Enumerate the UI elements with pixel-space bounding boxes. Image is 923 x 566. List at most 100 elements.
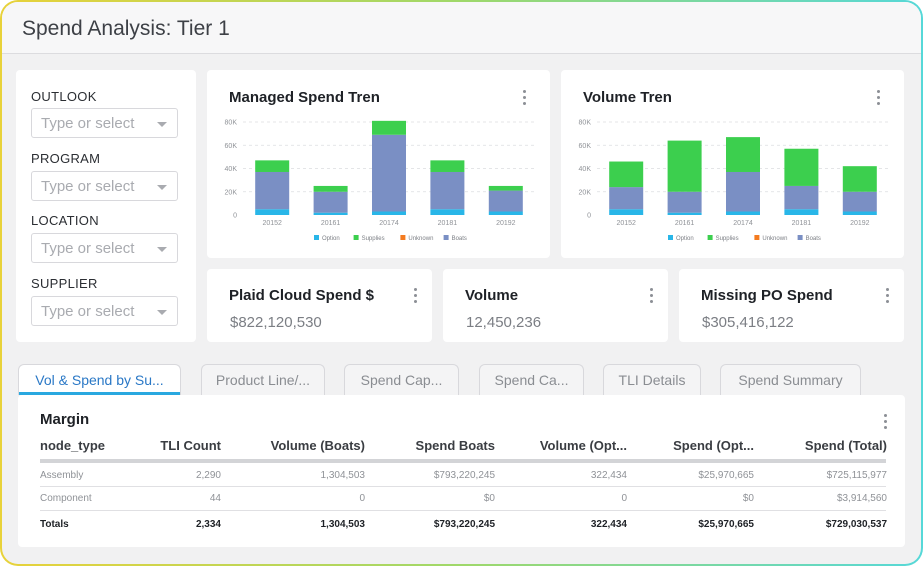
table-cell: 322,434 (590, 519, 627, 530)
bar-segment-supplies (488, 185, 523, 191)
table-cell: 322,434 (590, 470, 627, 481)
column-header[interactable]: Volume (Opt... (539, 438, 627, 453)
kpi-card-missing-po-spend: Missing PO Spend $305,416,122 (679, 269, 904, 342)
tab-spend-cap[interactable]: Spend Cap... (344, 364, 459, 395)
legend-label: Supplies (362, 236, 385, 242)
table-cell: Totals (40, 519, 69, 530)
table-cell: $0 (742, 493, 754, 504)
table-cell: 2,290 (195, 470, 221, 481)
chevron-down-icon (157, 247, 167, 252)
legend-swatch (707, 235, 713, 240)
kpi-card-volume: Volume 12,450,236 (443, 269, 668, 342)
bar-segment-option (784, 209, 819, 215)
bar-segment-boats (430, 171, 465, 210)
more-menu-icon[interactable] (877, 90, 881, 106)
filter-label-supplier: SUPPLIER (31, 276, 98, 291)
tab-spend-summary[interactable]: Spend Summary (720, 364, 861, 395)
legend-label: Boats (806, 236, 821, 242)
more-menu-icon[interactable] (650, 288, 654, 304)
outlook-placeholder: Type or select (41, 115, 135, 132)
x-tick-label: 20152 (616, 220, 636, 227)
bar-segment-option (313, 212, 348, 215)
kpi-value: $822,120,530 (230, 314, 322, 331)
tab-vol-spend-by-supplier[interactable]: Vol & Spend by Su... (18, 364, 181, 395)
legend-label: Boats (452, 236, 467, 242)
bar-segment-option (726, 211, 760, 215)
kpi-title: Plaid Cloud Spend $ (229, 287, 375, 304)
chart-title: Volume Tren (583, 89, 672, 106)
bar-segment-option (488, 211, 523, 215)
outlook-select[interactable]: Type or select (31, 108, 178, 138)
bar-segment-supplies (430, 160, 465, 172)
bar-segment-option (609, 209, 644, 215)
table-cell: 0 (359, 493, 365, 504)
bar-segment-option (667, 212, 702, 215)
chevron-down-icon (157, 185, 167, 190)
table-title: Margin (40, 411, 90, 428)
x-tick-label: 20174 (733, 220, 753, 227)
x-tick-label: 20181 (438, 220, 458, 227)
tab-tli-details[interactable]: TLI Details (603, 364, 701, 395)
table-cell: $793,220,245 (433, 519, 495, 530)
column-header[interactable]: Spend Boats (415, 438, 495, 453)
tab-spend-ca[interactable]: Spend Ca... (479, 364, 584, 395)
volume-chart-card: Volume Tren 0 20K 40K 60K 80K 20152 20161 20174… (561, 70, 904, 258)
table-cell: 44 (209, 493, 221, 504)
y-tick-label: 40K (225, 166, 238, 173)
table-cell: 1,304,503 (320, 470, 366, 481)
x-tick-label: 20161 (675, 220, 695, 227)
page-title: Spend Analysis: Tier 1 (22, 17, 230, 40)
supplier-select[interactable]: Type or select (31, 296, 178, 326)
row-divider (40, 486, 886, 487)
table-cell: $25,970,665 (698, 470, 754, 481)
column-header[interactable]: TLI Count (160, 438, 221, 453)
location-select[interactable]: Type or select (31, 233, 178, 263)
y-tick-label: 0 (587, 213, 591, 220)
table-cell: $25,970,665 (698, 519, 754, 530)
y-tick-label: 20K (579, 189, 592, 196)
legend-label: Unknown (408, 236, 433, 242)
bar-segment-boats (255, 171, 290, 210)
more-menu-icon[interactable] (414, 288, 418, 304)
y-tick-label: 20K (225, 189, 238, 196)
column-header[interactable]: Spend (Opt... (673, 438, 754, 453)
more-menu-icon[interactable] (523, 90, 527, 106)
bar-segment-boats (372, 134, 406, 212)
y-tick-label: 80K (225, 120, 238, 127)
bar-segment-boats (784, 185, 819, 210)
table-cell: 2,334 (195, 519, 221, 530)
tab-product-line[interactable]: Product Line/... (201, 364, 325, 395)
kpi-title: Missing PO Spend (701, 287, 833, 304)
bar-segment-supplies (372, 120, 406, 135)
bar-segment-supplies (313, 185, 348, 192)
more-menu-icon[interactable] (884, 414, 888, 430)
filter-label-outlook: OUTLOOK (31, 89, 97, 104)
column-header[interactable]: Volume (Boats) (270, 438, 365, 453)
bar-segment-supplies (784, 148, 819, 186)
column-header[interactable]: node_type (40, 438, 106, 453)
x-tick-label: 20174 (379, 220, 399, 227)
row-divider (40, 510, 886, 511)
x-tick-label: 20161 (321, 220, 341, 227)
column-header[interactable]: Spend (Total) (804, 438, 887, 453)
kpi-card-plaid-cloud-spend: Plaid Cloud Spend $ $822,120,530 (207, 269, 432, 342)
bar-segment-boats (609, 187, 644, 210)
supplier-placeholder: Type or select (41, 303, 135, 320)
y-tick-label: 40K (579, 166, 592, 173)
more-menu-icon[interactable] (886, 288, 890, 304)
table-cell: $729,030,537 (825, 519, 887, 530)
legend-label: Option (676, 236, 694, 242)
bar-segment-boats (842, 191, 877, 212)
managed-spend-chart: 0 20K 40K 60K 80K 20152 20161 20174 20181 20192 Op… (225, 120, 535, 242)
bar-segment-option (842, 211, 877, 215)
managed-spend-chart-card: Managed Spend Tren 0 20K 40K 60K 80K 20152 201… (207, 70, 550, 258)
table-cell: Component (40, 493, 92, 504)
table-cell: $0 (483, 493, 495, 504)
kpi-value: 12,450,236 (466, 314, 542, 331)
bar-segment-supplies (842, 166, 877, 192)
chevron-down-icon (157, 122, 167, 127)
bar-segment-boats (313, 191, 348, 213)
bar-segment-boats (667, 191, 702, 213)
program-select[interactable]: Type or select (31, 171, 178, 201)
